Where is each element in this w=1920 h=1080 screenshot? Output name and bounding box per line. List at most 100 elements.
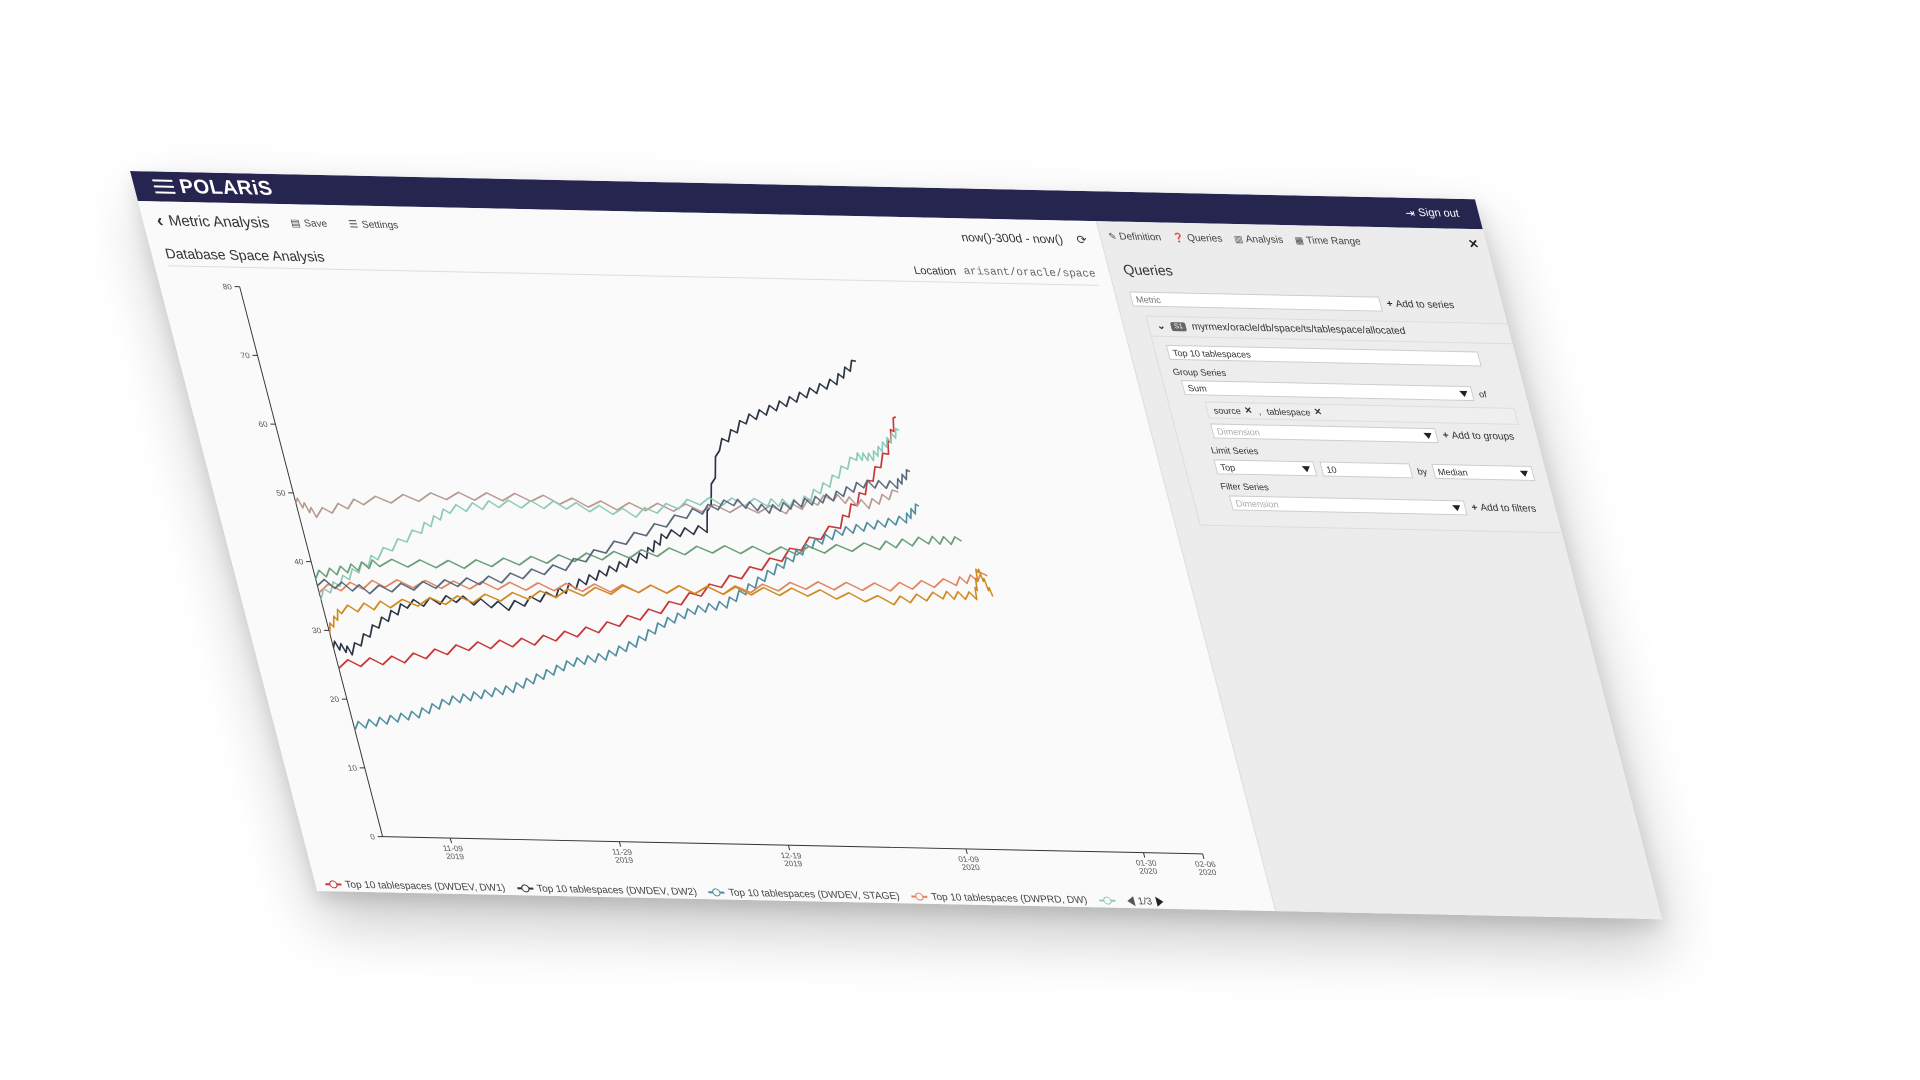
x-tick-label: 01-09 <box>957 855 980 864</box>
brand[interactable]: POLARiS <box>151 175 275 200</box>
x-tick-label: 2019 <box>783 859 804 868</box>
x-tick-label: 11-09 <box>442 844 465 853</box>
limit-stat-value: Median <box>1436 466 1469 478</box>
next-page-icon[interactable] <box>1154 896 1165 907</box>
series-badge: S1 <box>1170 322 1188 332</box>
add-to-groups-button[interactable]: + Add to groups <box>1442 430 1516 442</box>
metric-path: myrmex/oracle/db/space/ts/tablespace/all… <box>1190 321 1407 338</box>
legend-label: Top 10 tablespaces (DWDEV, STAGE) <box>727 887 901 902</box>
caret-down-icon <box>1451 504 1462 511</box>
location-label: Location <box>912 265 958 278</box>
dimension-chip: tablespace ✕ <box>1265 406 1323 418</box>
save-icon: ▤ <box>289 217 302 229</box>
tab-time-range[interactable]: ▦ Time Range <box>1294 235 1362 247</box>
legend-label: Top 10 tablespaces (DWDEV, DW2) <box>535 883 699 898</box>
legend-swatch-icon <box>1098 895 1117 905</box>
query-card: ⌄ S1 myrmex/oracle/db/space/ts/tablespac… <box>1145 315 1632 535</box>
analysis-main: ‹ Metric Analysis ▤ Save ☰ Settings now(… <box>137 201 1276 912</box>
add-to-filters-button[interactable]: + Add to filters <box>1470 502 1537 514</box>
tab-definition[interactable]: ✎ Definition <box>1107 231 1162 243</box>
query-header[interactable]: ⌄ S1 myrmex/oracle/db/space/ts/tablespac… <box>1146 316 1582 346</box>
x-tick <box>1142 852 1146 858</box>
y-tick-label: 40 <box>293 557 305 566</box>
x-tick <box>965 848 968 854</box>
remove-chip-icon[interactable]: ✕ <box>1243 405 1254 416</box>
chart-title: Database Space Analysis <box>163 245 327 265</box>
close-icon[interactable]: ✕ <box>1466 236 1481 252</box>
x-tick-label: 2020 <box>1138 867 1159 876</box>
save-button[interactable]: ▤ Save <box>289 218 328 230</box>
dimension-chip: source ✕ <box>1212 405 1253 417</box>
filter-row: Dimension + Add to filters <box>1228 495 1538 516</box>
panel-title: Queries <box>1121 261 1175 279</box>
group-func-value: Sum <box>1186 382 1208 394</box>
y-tick-label: 70 <box>240 351 252 360</box>
legend-item[interactable]: Top 10 tablespaces (DWDEV, DW2) <box>516 883 699 898</box>
x-tick <box>618 841 622 847</box>
question-icon: ❓ <box>1171 232 1186 243</box>
tab-label: Analysis <box>1244 233 1285 246</box>
remove-query-icon[interactable]: ✕ <box>1559 327 1573 343</box>
add-to-series-label: Add to series <box>1394 298 1456 312</box>
filter-dimension-select[interactable]: Dimension <box>1228 495 1468 516</box>
back-button[interactable]: ‹ Metric Analysis <box>154 210 271 231</box>
time-range-control[interactable]: now()-300d - now() ⟳ <box>959 230 1088 247</box>
location: Location arisant/oracle/space <box>913 265 1098 281</box>
legend-item-partial[interactable] <box>1098 895 1117 905</box>
prev-page-icon[interactable] <box>1125 896 1136 907</box>
legend-swatch-icon <box>910 892 929 902</box>
legend-item[interactable]: Top 10 tablespaces (DWDEV, STAGE) <box>707 887 900 902</box>
add-to-groups-label: Add to groups <box>1450 430 1516 443</box>
add-to-series-button[interactable]: + Add to series <box>1386 299 1456 311</box>
hamburger-menu-icon[interactable] <box>152 179 176 194</box>
tab-label: Definition <box>1117 231 1163 243</box>
limit-n-input[interactable] <box>1319 461 1414 479</box>
x-tick <box>1202 853 1205 859</box>
add-group-row: Dimension + Add to groups <box>1210 423 1516 444</box>
chevron-down-icon[interactable]: ⌄ <box>1155 320 1167 333</box>
sign-out-button[interactable]: ⇥ Sign out <box>1404 206 1461 220</box>
caret-down-icon <box>1423 432 1433 439</box>
legend-swatch-icon <box>707 887 726 897</box>
x-axis <box>382 836 1203 855</box>
caret-down-icon <box>1459 390 1469 397</box>
refresh-icon[interactable]: ⟳ <box>1074 232 1089 247</box>
query-name-input[interactable] <box>1165 344 1482 367</box>
plus-icon: + <box>1385 298 1395 310</box>
limit-stat-select[interactable]: Median <box>1430 463 1535 481</box>
y-tick-label: 0 <box>369 833 376 842</box>
chip-label: tablespace <box>1265 406 1312 418</box>
y-tick-label: 30 <box>311 626 323 635</box>
panel-tabs: ✎ Definition ❓ Queries ▥ Analysis ▦ Time… <box>1106 227 1481 253</box>
time-range-text: now()-300d - now() <box>959 230 1065 247</box>
remove-chip-icon[interactable]: ✕ <box>1312 406 1323 417</box>
chevron-left-icon: ‹ <box>154 210 166 231</box>
limit-dir-value: Top <box>1219 461 1237 473</box>
limit-row: Top by Median <box>1213 459 1535 481</box>
x-tick-label: 2019 <box>614 856 635 865</box>
caret-down-icon <box>1301 465 1312 472</box>
pager-text: 1/3 <box>1136 895 1154 908</box>
legend-item[interactable]: Top 10 tablespaces (DWDEV, DW1) <box>324 879 507 893</box>
x-tick-label: 01-30 <box>1135 859 1158 868</box>
x-tick-label: 02-06 <box>1194 860 1217 869</box>
y-tick-label: 10 <box>347 764 359 773</box>
group-func-select[interactable]: Sum <box>1180 380 1475 402</box>
limit-dir-select[interactable]: Top <box>1213 459 1318 477</box>
tab-queries[interactable]: ❓ Queries <box>1172 232 1224 244</box>
save-label: Save <box>302 217 329 230</box>
y-tick-label: 50 <box>275 489 287 498</box>
legend-swatch-icon <box>324 879 343 889</box>
settings-button[interactable]: ☰ Settings <box>348 219 400 231</box>
metric-input[interactable] <box>1129 291 1383 312</box>
series-line <box>314 535 962 580</box>
chip-label: source <box>1212 405 1242 416</box>
group-dimension-select[interactable]: Dimension <box>1210 423 1439 444</box>
y-tick-label: 80 <box>222 282 234 291</box>
plus-icon: + <box>1441 430 1451 442</box>
app-window: POLARiS ⇥ Sign out ‹ Metric Analysis ▤ S… <box>130 171 1663 920</box>
legend-item[interactable]: Top 10 tablespaces (DWPRD, DW) <box>910 891 1088 905</box>
chip-separator: , <box>1256 406 1262 417</box>
tab-analysis[interactable]: ▥ Analysis <box>1233 233 1285 245</box>
